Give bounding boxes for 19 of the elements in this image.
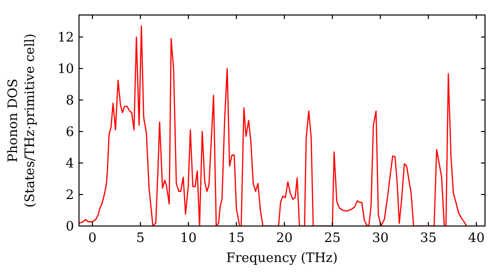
y-tick-label: 8 — [66, 94, 74, 109]
y-tick-label: 4 — [66, 156, 74, 172]
x-tick-label: 30 — [372, 231, 389, 246]
x-tick-label: 0 — [88, 231, 97, 246]
y-tick-label: 12 — [57, 30, 74, 46]
line-series — [79, 25, 468, 226]
x-tick-label: 15 — [228, 231, 245, 246]
y-tick-label: 10 — [57, 62, 74, 78]
y-tick-label: 6 — [66, 125, 74, 140]
x-tick-label: 35 — [420, 231, 437, 246]
x-tick-label: 5 — [136, 231, 145, 246]
x-tick-label: 20 — [276, 231, 293, 246]
x-tick-label: 25 — [324, 231, 341, 246]
x-tick-label: 10 — [180, 231, 197, 246]
y-tick-label: 2 — [66, 188, 74, 204]
x-axis-title: Frequency (THz) — [226, 251, 338, 266]
y-axis-title: Phonon DOS (States/THz·primitive cell) — [6, 33, 38, 208]
y-tick-label: 0 — [66, 220, 74, 234]
x-tick-label: 40 — [468, 231, 485, 246]
